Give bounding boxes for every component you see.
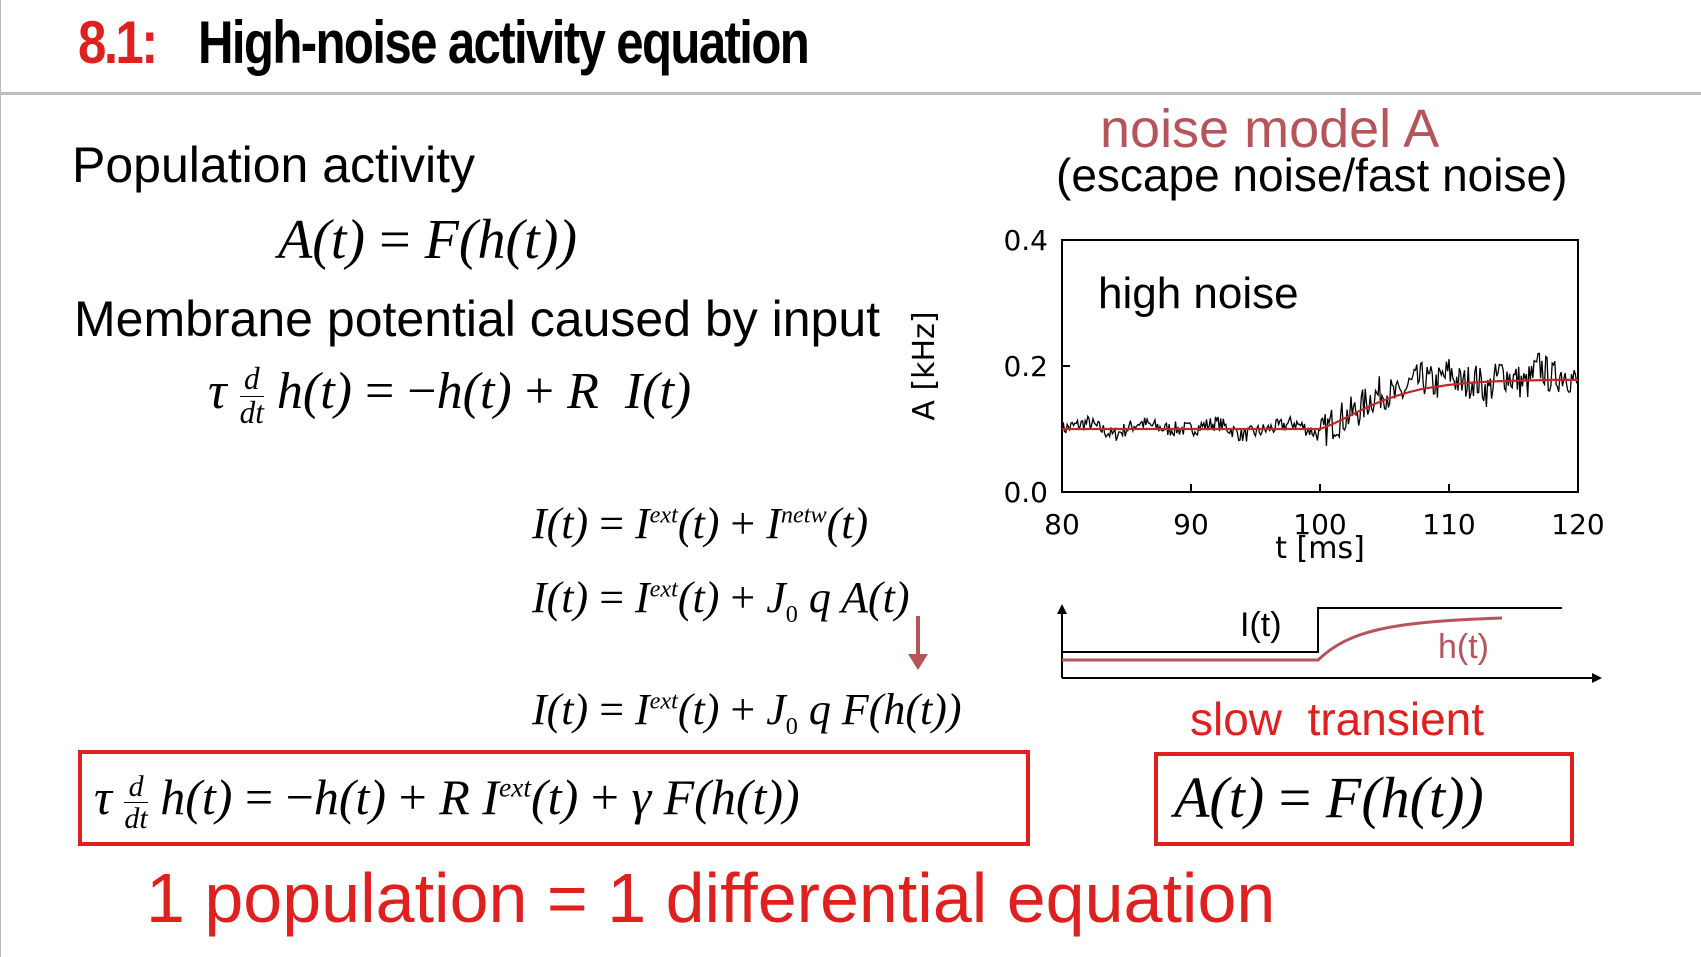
schematic-input-label: I(t): [1240, 606, 1282, 644]
equation-activity: A(t) = F(h(t)): [278, 208, 577, 272]
noise-model-title: noise model A: [1100, 99, 1440, 159]
boxed-activity-equation: A(t) = F(h(t)): [1154, 752, 1574, 846]
arrow-right-icon: [1592, 673, 1602, 683]
x-axis-ticks: 80 90 100 110 120: [1044, 484, 1605, 541]
heading-population-activity: Population activity: [72, 137, 476, 193]
slow-transient-label: slow transient: [1190, 693, 1485, 745]
x-tick-label: 110: [1422, 508, 1475, 541]
equation-input-1: I(t) = Iext(t) + Inetw(t): [532, 499, 869, 548]
plot-annotation: high noise: [1098, 269, 1299, 318]
equation-input-3: I(t) = Iext(t) + J0 q F(h(t)): [532, 685, 962, 740]
conclusion-text: 1 population = 1 differential equation: [146, 859, 1276, 937]
y-tick-label: 0.0: [1003, 476, 1048, 509]
slide-number: 8.1:: [78, 9, 158, 76]
boxed-differential-equation: τ d dt h(t) = −h(t) + R Iext(t) + γ F(h(t…: [78, 750, 1030, 846]
equation-membrane: τ d dt h(t) = −h(t) + R I(t): [208, 360, 692, 430]
x-tick-label: 90: [1173, 508, 1209, 541]
equation-input-2: I(t) = Iext(t) + J0 q A(t): [532, 573, 910, 628]
y-axis-ticks: 0.0 0.2 0.4: [1003, 224, 1070, 509]
noise-model-subtitle: (escape noise/fast noise): [1056, 149, 1568, 201]
equation-boxed-right: A(t) = F(h(t)): [1174, 765, 1484, 830]
slide-header: [0, 0, 1701, 95]
down-arrow-icon: [908, 616, 928, 670]
x-tick-label: 80: [1044, 508, 1080, 541]
eq-activity-text: A(t) = F(h(t)): [278, 209, 578, 271]
x-axis-label: t [ms]: [1275, 531, 1365, 566]
series-mean-activity: [1062, 378, 1578, 431]
y-tick-label: 0.4: [1003, 224, 1048, 257]
series-noisy-activity: [1061, 352, 1579, 446]
fraction-d-dt-boxed: d dt: [124, 769, 148, 836]
arrow-up-icon: [1057, 604, 1067, 614]
slide-left-border: [0, 0, 1, 957]
x-tick-label: 100: [1293, 508, 1346, 541]
schematic-h-label: h(t): [1438, 628, 1489, 666]
step-response-schematic: [1057, 604, 1602, 683]
fraction-d-dt: d dt: [239, 360, 264, 430]
y-tick-label: 0.2: [1003, 350, 1048, 383]
y-axis-label: A [kHz]: [907, 311, 942, 420]
activity-chart: 0.0 0.2 0.4 80 90 100 110 120 high noise t [ms…: [907, 224, 1605, 566]
schematic-h-response: [1062, 616, 1503, 662]
x-tick-label: 120: [1551, 508, 1604, 541]
equation-boxed: τ d dt h(t) = −h(t) + R Iext(t) + γ F(h(t…: [94, 769, 800, 836]
heading-membrane-potential: Membrane potential caused by input: [74, 291, 881, 347]
slide-title: High-noise activity equation: [198, 9, 810, 76]
schematic-input-step: [1062, 607, 1562, 653]
